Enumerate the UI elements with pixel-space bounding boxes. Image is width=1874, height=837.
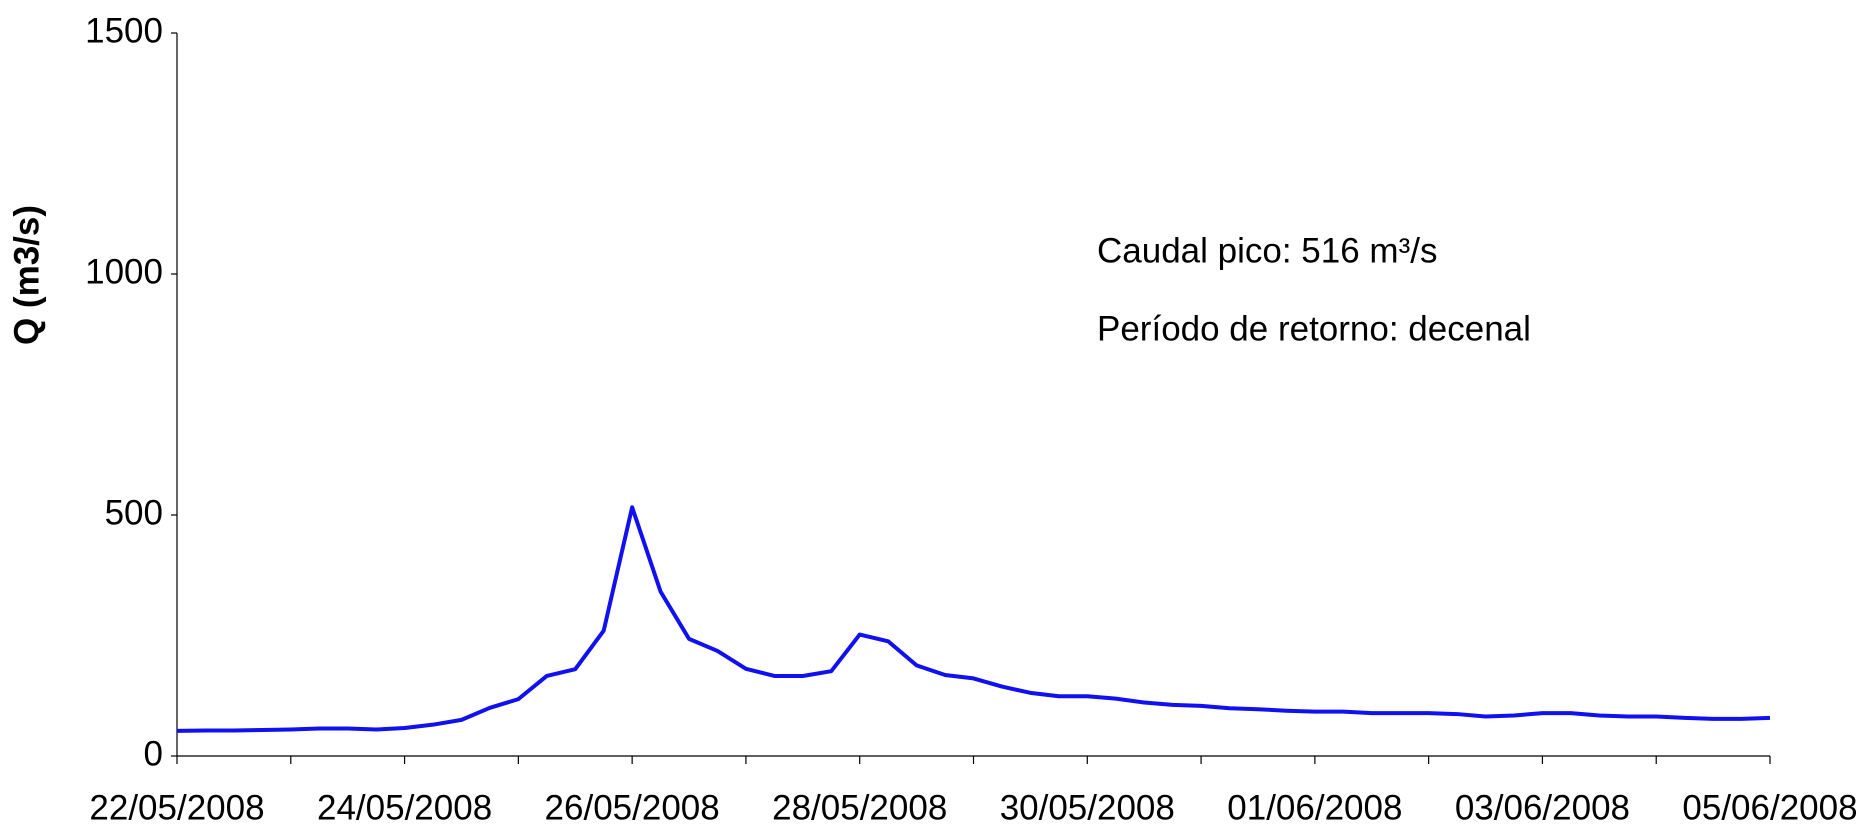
y-axis-label: Q (m3/s) [7, 205, 46, 345]
y-tick-label: 1000 [85, 252, 163, 291]
y-tick-label: 500 [105, 493, 163, 532]
x-tick-label: 03/06/2008 [1455, 788, 1630, 827]
x-tick-label: 01/06/2008 [1227, 788, 1402, 827]
x-tick-label: 24/05/2008 [317, 788, 492, 827]
x-tick-label: 26/05/2008 [545, 788, 720, 827]
annotation: Período de retorno: decenal [1097, 309, 1531, 348]
y-tick-label: 0 [144, 734, 163, 773]
x-tick-label: 22/05/2008 [89, 788, 264, 827]
y-tick-label: 1500 [85, 11, 163, 50]
annotation: Caudal pico: 516 m³/s [1097, 231, 1437, 270]
x-tick-label: 30/05/2008 [1000, 788, 1175, 827]
data-line [176, 505, 1771, 733]
x-tick-label: 28/05/2008 [772, 788, 947, 827]
x-tick-label: 05/06/2008 [1682, 788, 1857, 827]
